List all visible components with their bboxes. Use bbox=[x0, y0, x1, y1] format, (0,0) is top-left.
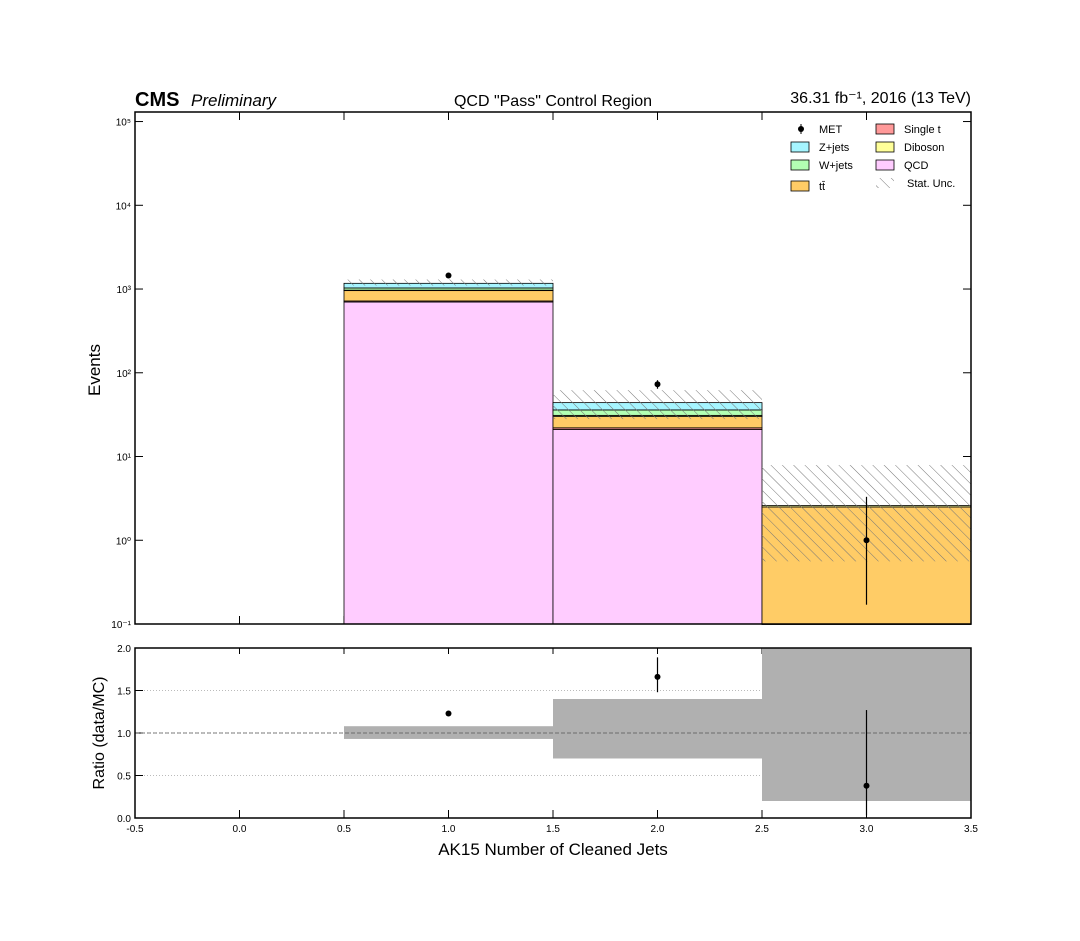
legend-swatch bbox=[875, 159, 895, 171]
legend-swatch bbox=[875, 123, 895, 135]
data-point bbox=[445, 272, 452, 279]
cms-extra: Preliminary bbox=[191, 91, 278, 110]
y-tick-label: 10² bbox=[117, 369, 132, 380]
x-tick-label: 2.5 bbox=[755, 824, 769, 835]
data-point bbox=[863, 537, 870, 544]
legend-label: Diboson bbox=[904, 142, 944, 154]
stat-unc-band bbox=[553, 390, 762, 420]
x-tick-label: 1.5 bbox=[546, 824, 560, 835]
y-tick-label: 0.0 bbox=[117, 814, 131, 825]
x-tick-label: 1.0 bbox=[442, 824, 456, 835]
legend-label: Single t bbox=[904, 124, 941, 136]
data-point bbox=[654, 381, 661, 388]
y-tick-label: 10³ bbox=[117, 285, 132, 296]
x-tick-label: 2.0 bbox=[651, 824, 665, 835]
ratio-point bbox=[654, 673, 661, 680]
ratio-y-axis-label: Ratio (data/MC) bbox=[91, 677, 108, 790]
y-tick-label: 0.5 bbox=[117, 772, 131, 783]
legend-swatch bbox=[875, 141, 895, 153]
x-tick-label: 3.0 bbox=[860, 824, 874, 835]
legend-marker bbox=[798, 126, 804, 132]
legend-swatch bbox=[790, 159, 810, 171]
stack-segment bbox=[343, 290, 554, 302]
x-tick-label: -0.5 bbox=[126, 824, 144, 835]
legend-swatch bbox=[790, 141, 810, 153]
x-tick-label: 3.5 bbox=[964, 824, 978, 835]
ratio-unc-band bbox=[344, 726, 553, 739]
legend-label: Stat. Unc. bbox=[907, 178, 955, 190]
legend-swatch bbox=[876, 178, 894, 188]
cms-label: CMS bbox=[135, 89, 179, 111]
legend-label: W+jets bbox=[819, 160, 853, 172]
ratio-panel: -0.5 0.0 0.5 1.0 1.5 2.0 2.5 3.0 3.50.00.51.01.5… bbox=[117, 644, 978, 835]
chart-title: QCD "Pass" Control Region bbox=[454, 93, 652, 110]
y-tick-label: 10⁰ bbox=[116, 536, 131, 547]
x-axis-label: AK15 Number of Cleaned Jets bbox=[438, 840, 668, 859]
ratio-frame bbox=[134, 647, 972, 819]
y-tick-label: 10⁴ bbox=[116, 201, 131, 212]
ratio-point bbox=[863, 782, 870, 789]
legend: MET Z+jets W+jets tt̄ Single t Diboson QCD Stat… bbox=[790, 123, 955, 193]
main-panel: 10⁻¹ 10⁰ 10¹ 10² 10³ 10⁴ 10⁵ bbox=[111, 112, 972, 631]
main-frame bbox=[134, 111, 972, 625]
stat-unc-band bbox=[344, 279, 553, 286]
legend-label: tt̄ bbox=[819, 181, 825, 193]
y-axis-label: Events bbox=[85, 344, 104, 396]
y-tick-label: 10¹ bbox=[117, 453, 132, 464]
legend-label: MET bbox=[819, 124, 843, 136]
y-tick-label: 10⁵ bbox=[116, 118, 131, 129]
ratio-point bbox=[445, 710, 452, 717]
legend-label: Z+jets bbox=[819, 142, 850, 154]
y-tick-label: 2.0 bbox=[117, 644, 131, 655]
frames bbox=[134, 111, 972, 819]
x-tick-label: 0.0 bbox=[233, 824, 247, 835]
lumi-label: 36.31 fb⁻¹, 2016 (13 TeV) bbox=[790, 90, 971, 107]
stack-segment bbox=[552, 429, 763, 625]
y-tick-label: 10⁻¹ bbox=[111, 620, 131, 631]
y-tick-label: 1.5 bbox=[117, 687, 131, 698]
y-tick-label: 1.0 bbox=[117, 729, 131, 740]
legend-label: QCD bbox=[904, 160, 929, 172]
x-tick-label: 0.5 bbox=[337, 824, 351, 835]
legend-swatch bbox=[790, 180, 810, 192]
stack-segment bbox=[343, 301, 554, 625]
ratio-unc-band bbox=[553, 699, 762, 759]
